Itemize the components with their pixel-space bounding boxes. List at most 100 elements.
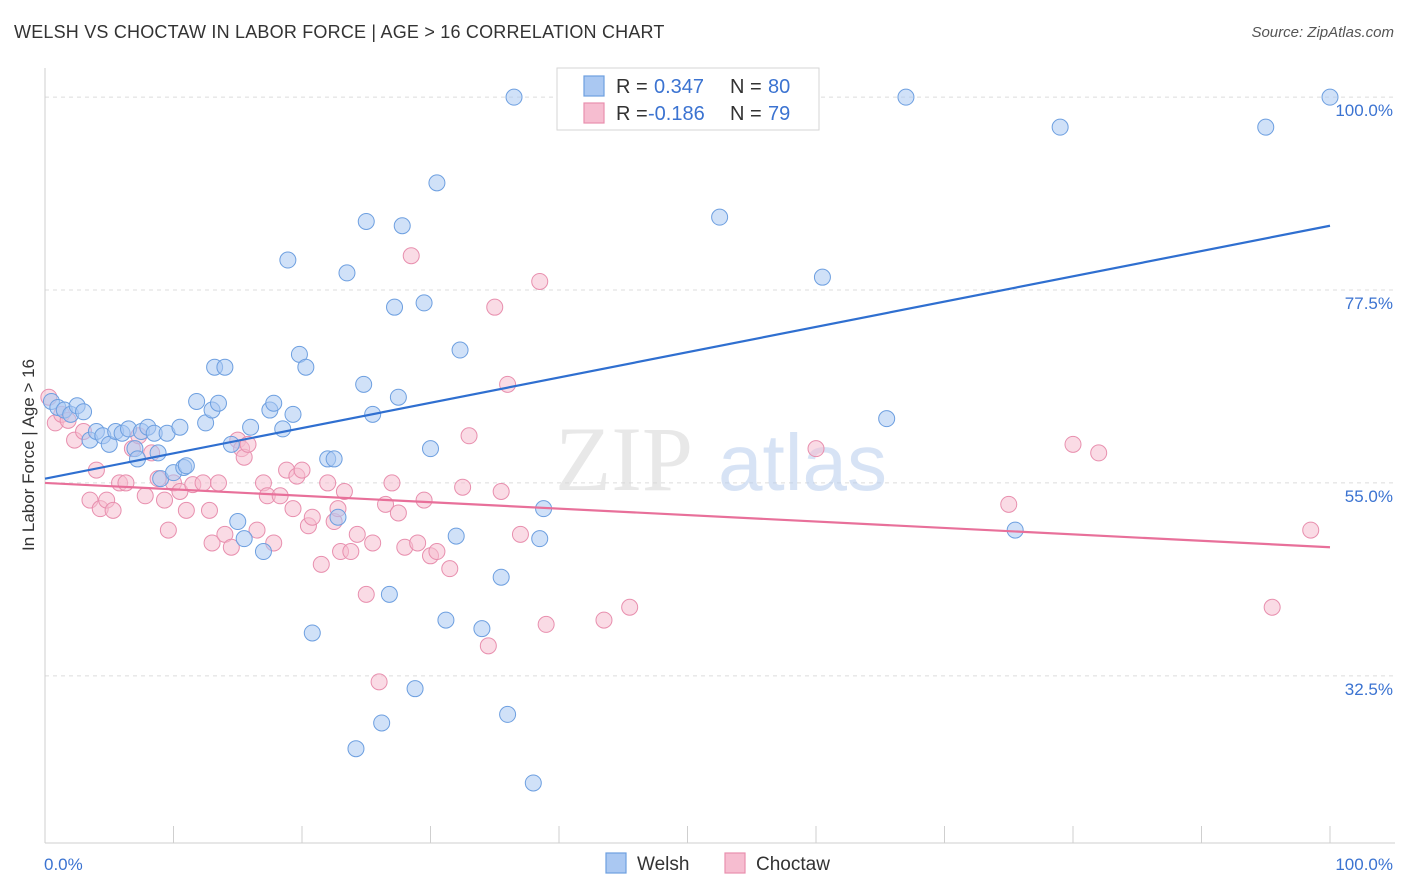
choctaw-point xyxy=(1302,521,1320,539)
welsh-point xyxy=(216,358,234,376)
welsh-point xyxy=(338,264,356,282)
choctaw-point xyxy=(319,474,337,492)
choctaw-point xyxy=(511,525,529,543)
welsh-point xyxy=(297,358,315,376)
choctaw-point xyxy=(348,525,366,543)
welsh-point xyxy=(380,585,398,603)
choctaw-point xyxy=(486,298,504,316)
chart-title: WELSH VS CHOCTAW IN LABOR FORCE | AGE > … xyxy=(14,22,665,42)
welsh-point xyxy=(499,705,517,723)
welsh-point xyxy=(437,611,455,629)
choctaw-points xyxy=(40,247,1320,691)
choctaw-point xyxy=(537,615,555,633)
choctaw-point xyxy=(342,543,360,561)
choctaw-point xyxy=(460,427,478,445)
source-label: Source: ZipAtlas.com xyxy=(1251,24,1394,41)
choctaw-point xyxy=(1064,435,1082,453)
x-tick-label: 0.0% xyxy=(44,855,83,874)
y-tick-labels: 32.5% 55.0% 77.5% 100.0% xyxy=(1335,101,1393,699)
x-tick-label: 100.0% xyxy=(1335,855,1393,874)
choctaw-point xyxy=(177,501,195,519)
welsh-point xyxy=(329,508,347,526)
axes xyxy=(44,68,1395,844)
choctaw-point xyxy=(248,521,266,539)
welsh-point xyxy=(524,774,542,792)
y-axis-label: In Labor Force | Age > 16 xyxy=(19,359,38,551)
welsh-point xyxy=(531,530,549,548)
choctaw-point xyxy=(357,585,375,603)
welsh-point xyxy=(1051,118,1069,136)
welsh-point xyxy=(473,620,491,638)
legend-n-label-choctaw: N = xyxy=(730,103,762,125)
legend-n-value-choctaw: 79 xyxy=(768,103,790,125)
choctaw-point xyxy=(409,534,427,552)
choctaw-point xyxy=(200,501,218,519)
choctaw-point xyxy=(117,474,135,492)
choctaw-point xyxy=(312,555,330,573)
trend-lines xyxy=(44,224,1331,549)
welsh-point xyxy=(325,450,343,468)
choctaw-point xyxy=(156,491,174,509)
welsh-point xyxy=(878,410,896,428)
welsh-point xyxy=(386,298,404,316)
welsh-point xyxy=(222,435,240,453)
y-tick-label: 55.0% xyxy=(1345,487,1393,506)
choctaw-point xyxy=(222,538,240,556)
choctaw-point xyxy=(364,534,382,552)
legend-r-value-choctaw: -0.186 xyxy=(648,103,705,125)
y-tick-label: 77.5% xyxy=(1345,294,1393,313)
welsh-point xyxy=(447,527,465,545)
choctaw-point xyxy=(389,504,407,522)
welsh-point xyxy=(284,405,302,423)
choctaw-trend-line xyxy=(44,481,1331,549)
choctaw-point xyxy=(159,521,177,539)
choctaw-point xyxy=(303,508,321,526)
legend-r-value-welsh: 0.347 xyxy=(654,76,704,98)
welsh-point xyxy=(389,388,407,406)
legend-n-label-welsh: N = xyxy=(730,76,762,98)
welsh-point xyxy=(209,394,227,412)
welsh-point xyxy=(75,403,93,421)
choctaw-point xyxy=(402,247,420,265)
choctaw-point xyxy=(335,483,353,501)
welsh-point xyxy=(355,375,373,393)
welsh-point xyxy=(422,440,439,458)
choctaw-point xyxy=(136,487,154,505)
welsh-point xyxy=(177,457,195,475)
welsh-point xyxy=(428,174,446,192)
welsh-point xyxy=(303,624,321,642)
choctaw-point xyxy=(595,611,613,629)
welsh-point xyxy=(274,420,292,438)
choctaw-point xyxy=(492,483,510,501)
x-tick-labels: 0.0% 100.0% xyxy=(44,855,1393,874)
welsh-point xyxy=(242,418,260,436)
choctaw-point xyxy=(621,598,639,616)
choctaw-point xyxy=(1263,598,1281,616)
correlation-legend: R = 0.347 N = 80 R = -0.186 N = 79 xyxy=(556,67,820,131)
welsh-point xyxy=(373,714,391,732)
welsh-points xyxy=(42,88,1339,792)
welsh-point xyxy=(357,212,375,230)
welsh-point xyxy=(171,418,189,436)
choctaw-point xyxy=(383,474,401,492)
grid xyxy=(45,96,1395,677)
choctaw-point xyxy=(479,637,497,655)
choctaw-point xyxy=(104,501,122,519)
welsh-point xyxy=(492,568,510,586)
welsh-point xyxy=(235,530,253,548)
welsh-point xyxy=(711,208,729,226)
welsh-point xyxy=(1006,521,1024,539)
legend-n-value-welsh: 80 xyxy=(768,76,790,98)
legend-r-label-welsh: R = xyxy=(616,76,648,98)
welsh-point xyxy=(505,88,523,106)
welsh-point xyxy=(265,394,283,412)
legend-r-label-choctaw: R = xyxy=(616,103,648,125)
welsh-legend-swatch xyxy=(583,75,605,97)
choctaw-point xyxy=(370,673,388,691)
choctaw-point xyxy=(209,474,227,492)
welsh-point xyxy=(188,392,206,410)
welsh-point xyxy=(229,513,247,531)
choctaw-point xyxy=(203,534,221,552)
choctaw-legend-swatch xyxy=(583,102,605,124)
